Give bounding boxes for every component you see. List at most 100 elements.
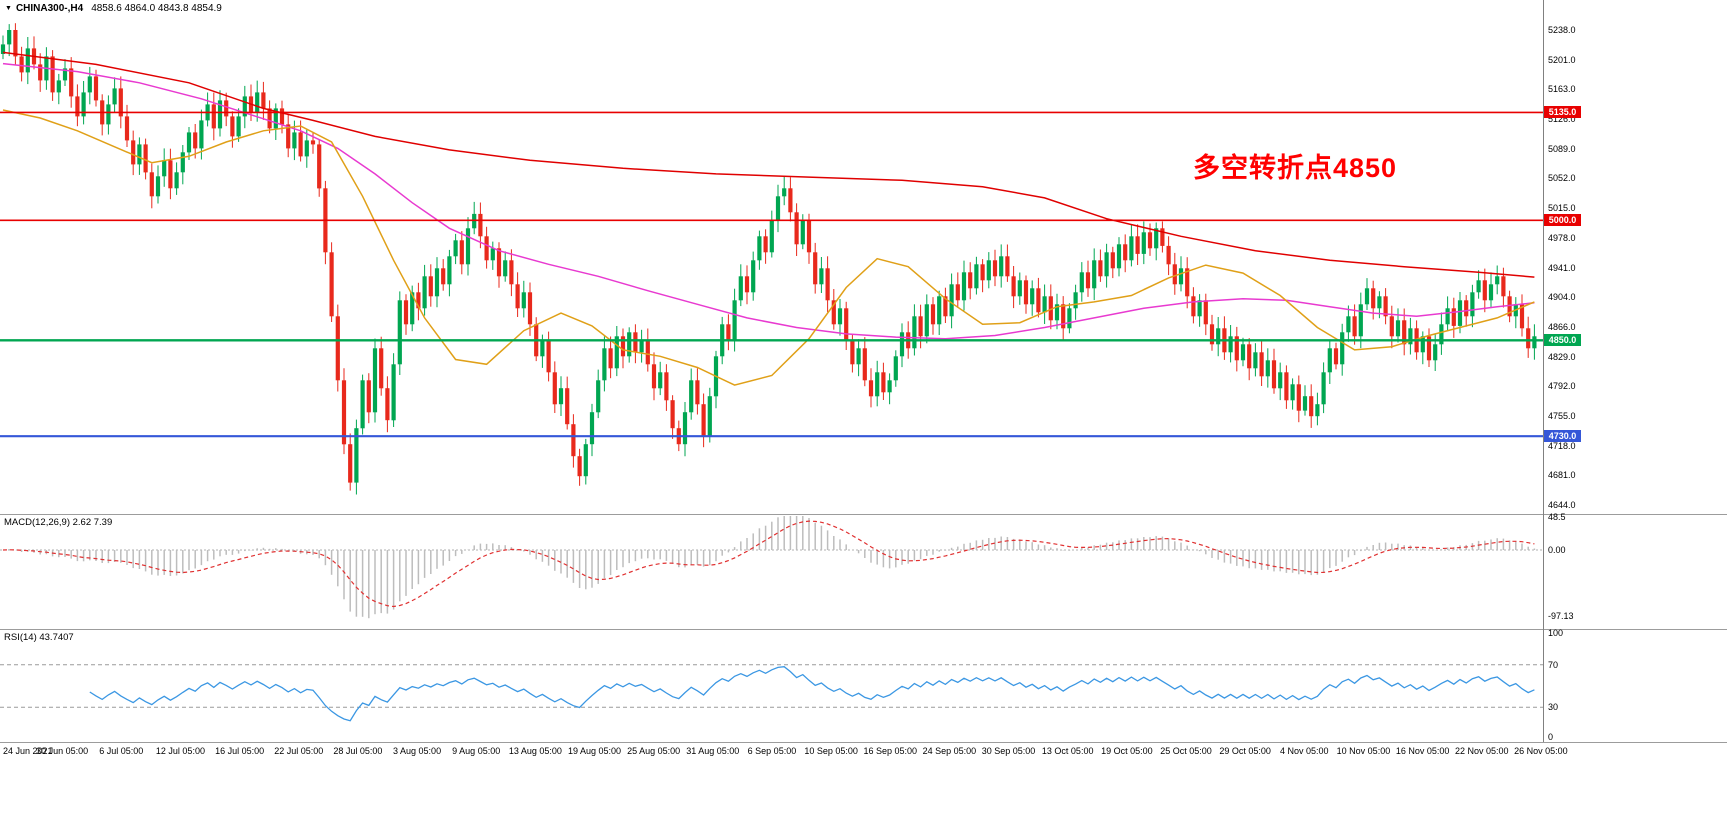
candle-body [50,56,55,93]
time-axis-label: 22 Nov 05:00 [1454,746,1509,756]
candle-body [273,108,278,129]
candle-body [1129,236,1134,261]
candle-body [521,292,526,309]
candle-body [726,324,731,341]
candle-body [1482,280,1487,301]
candle-body [1476,280,1481,293]
candle-body [1408,328,1413,345]
candle-body [1203,300,1208,325]
rsi-axis-label: 0 [1548,732,1554,742]
candle-body [1321,372,1326,405]
candle-body [112,88,117,105]
candle-body [1228,336,1233,353]
candle-body [1253,352,1258,369]
candle-body [1172,264,1177,285]
candle-body [1271,360,1277,389]
candle-body [7,30,12,45]
candle-body [558,388,564,405]
candle-body [1371,288,1376,309]
candle-body [968,272,973,289]
candle-body [1451,308,1456,326]
candle-body [453,240,458,257]
candle-body [1061,304,1066,329]
time-axis-label: 30 Sep 05:00 [981,746,1036,756]
candle-body [255,92,260,113]
time-axis-label: 25 Oct 05:00 [1160,746,1212,756]
candle-body [360,380,365,429]
candle-body [1526,328,1531,349]
candle-body [794,212,799,245]
candle-body [304,140,309,157]
candle-body [1265,360,1270,377]
candle-body [13,30,18,57]
candle-body [775,196,781,221]
candle-body [565,388,570,425]
candle-body [949,284,954,317]
candle-body [875,372,880,397]
candle-body [1420,336,1425,353]
time-axis-label: 6 Sep 05:00 [747,746,797,756]
candle-body [999,256,1004,277]
candle-body [292,132,297,149]
candle-body [25,48,30,73]
candle-body [701,404,706,437]
candle-body [180,152,185,173]
candle-body [1389,316,1394,337]
price-axis-label: 4792.0 [1548,381,1576,392]
candle-body [416,292,421,309]
candle-body [1284,372,1289,401]
candle-body [961,272,967,301]
candle-body [56,80,61,93]
candle-body [769,220,774,253]
symbol-dropdown-icon[interactable]: ▼ [5,5,12,12]
candle-body [868,380,874,397]
time-axis-label: 29 Oct 05:00 [1219,746,1271,756]
candle-body [1098,260,1103,277]
trend-annotation-text[interactable]: 多空转折点4850 [1193,153,1398,183]
candle-body [1445,308,1450,325]
candle-body [1085,272,1091,289]
candle-body [596,380,601,413]
candle-body [1042,296,1047,313]
candle-body [174,172,179,189]
chart-info-line: ▼ CHINA300-,H4 4858.6 4864.0 4843.8 4854.9 [5,3,222,14]
candle-body [1470,292,1475,317]
candle-body [236,116,241,137]
candle-body [118,88,123,117]
time-axis-label: 24 Sep 05:00 [922,746,977,756]
candle-body [664,372,669,401]
candle-body [385,388,390,421]
candle-body [831,300,836,325]
candle-body [379,348,384,389]
time-axis-label: 16 Jul 05:00 [215,746,265,756]
candle-body [403,300,409,325]
candle-body [577,456,582,477]
time-axis-label: 24 Jun 2021 [3,746,53,756]
candle-body [1036,288,1041,313]
candle-body [974,264,979,289]
candle-body [1327,348,1332,373]
candle-body [1135,236,1140,254]
candle-body [980,264,985,281]
candle-body [1352,316,1357,337]
candle-body [800,220,805,245]
candle-body [670,400,675,429]
candle-body [62,68,68,81]
candle-body [1247,344,1252,369]
macd-signal-line [2,520,1535,608]
rsi-line [89,666,1535,722]
candle-body [317,144,322,189]
candle-body [633,332,638,353]
candle-body [602,348,607,381]
time-axis-label: 26 Nov 05:00 [1514,746,1568,756]
candle-body [1030,288,1035,305]
candle-body [924,304,929,337]
candle-body [1439,324,1444,345]
price-axis-label: 4644.0 [1548,500,1576,510]
candle-body [484,236,489,261]
symbol-timeframe: CHINA300-,H4 [15,3,84,14]
candle-body [1495,276,1500,285]
candle-body [75,96,80,117]
candle-body [707,396,712,437]
